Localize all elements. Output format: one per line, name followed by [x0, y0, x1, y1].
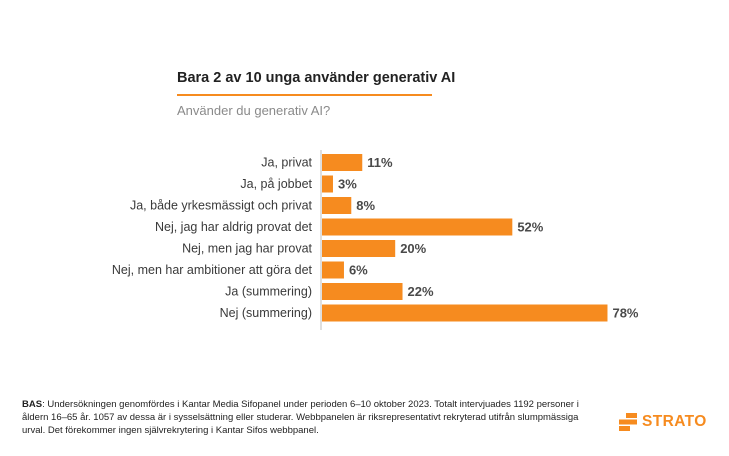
- value-label: 22%: [408, 284, 434, 299]
- category-label: Ja, på jobbet: [240, 177, 312, 191]
- bar: [322, 261, 344, 279]
- category-label: Ja, både yrkesmässigt och privat: [130, 199, 313, 213]
- category-label: Ja (summering): [225, 285, 312, 299]
- bar: [322, 240, 396, 257]
- category-label: Ja, privat: [261, 156, 312, 170]
- value-label: 78%: [612, 306, 638, 321]
- footnote-text: : Undersökningen genomfördes i Kantar Me…: [22, 399, 579, 436]
- category-label: Nej, jag har aldrig provat det: [155, 220, 313, 234]
- bar: [322, 283, 403, 300]
- bar: [322, 154, 363, 171]
- bar: [322, 218, 513, 236]
- value-label: 8%: [356, 198, 375, 213]
- bar: [322, 197, 352, 214]
- chart-title: Bara 2 av 10 unga använder generativ AI: [177, 70, 456, 86]
- footnote: BAS: Undersökningen genomfördes i Kantar…: [22, 398, 582, 437]
- bars-group: Ja, privat 11% Ja, på jobbet 3% Ja, både yrk…: [112, 150, 639, 330]
- category-label: Nej, men jag har provat: [182, 242, 312, 256]
- logo-text: STRATO: [642, 413, 707, 430]
- title-underline: [177, 94, 432, 96]
- strato-logo-icon: [619, 413, 637, 431]
- value-label: 20%: [400, 241, 426, 256]
- chart-subtitle: Använder du generativ AI?: [177, 103, 331, 118]
- category-label: Nej, men har ambitioner att göra det: [112, 263, 313, 277]
- strato-logo: STRATO: [619, 413, 707, 431]
- bar: [322, 175, 333, 193]
- value-label: 52%: [517, 220, 543, 235]
- bar: [322, 304, 608, 322]
- value-label: 6%: [349, 263, 368, 278]
- value-label: 3%: [338, 177, 357, 192]
- value-label: 11%: [367, 155, 393, 170]
- footnote-label: BAS: [22, 399, 43, 410]
- category-label: Nej (summering): [220, 306, 312, 320]
